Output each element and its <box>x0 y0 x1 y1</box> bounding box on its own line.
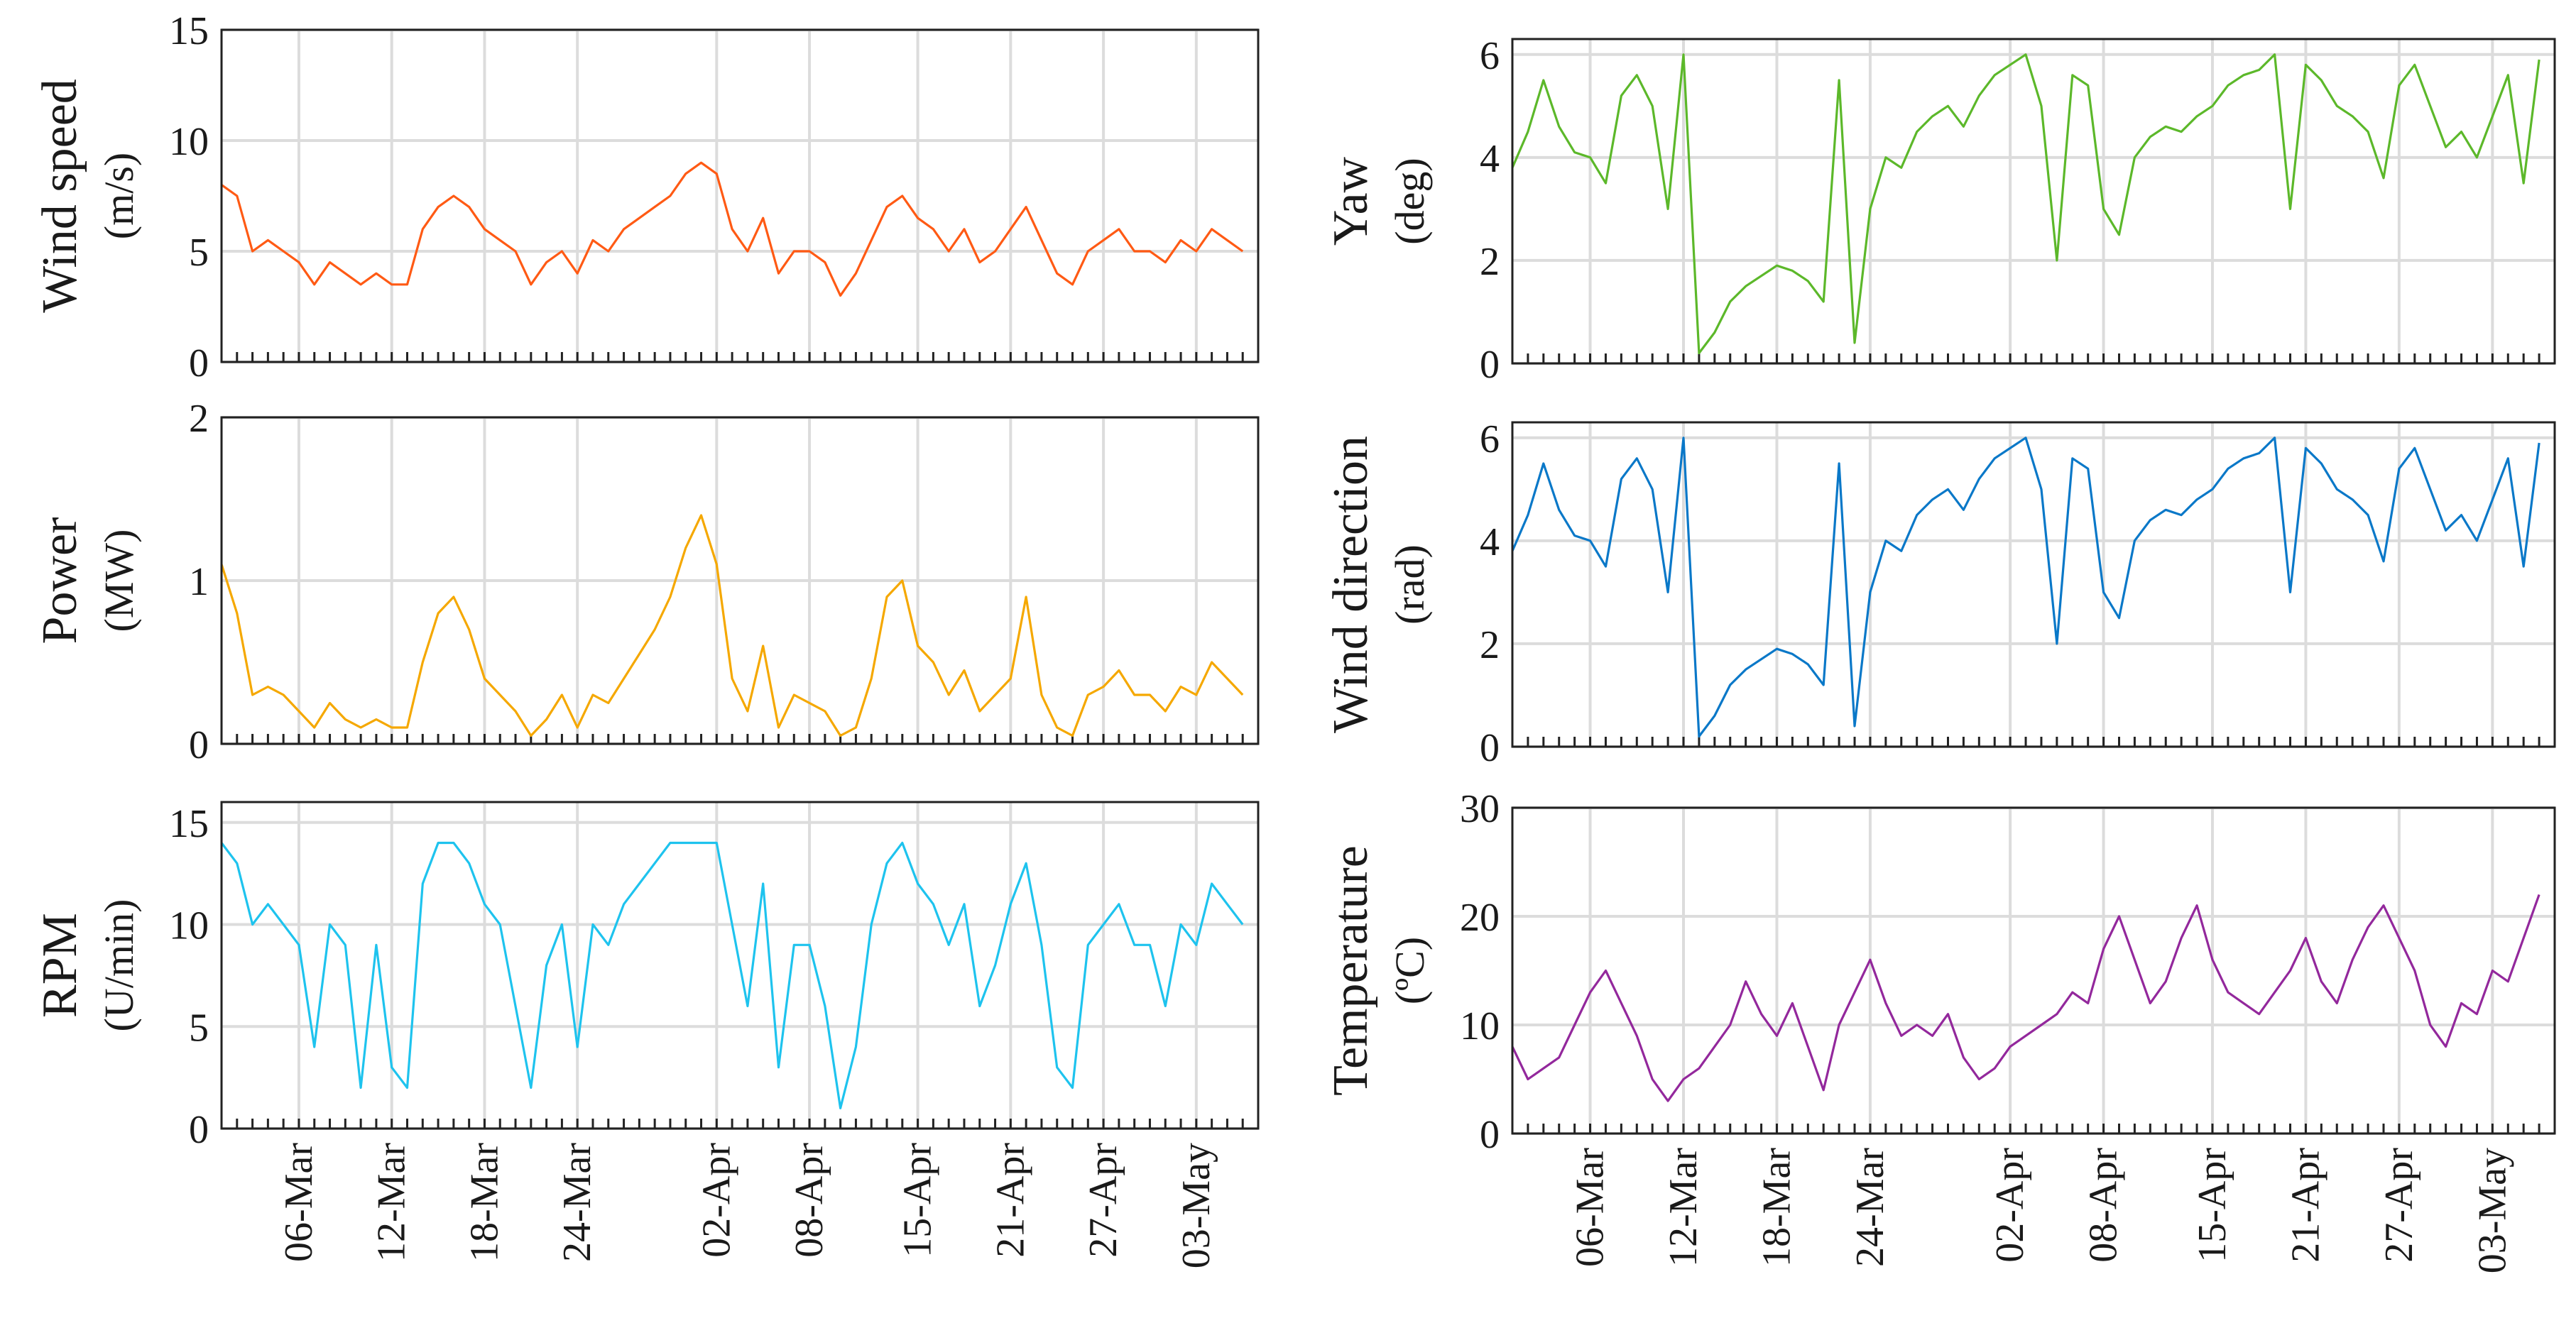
rpm-panel: 0 5 10 15 RPM (U/min) 06-Mar 12-Mar 18-Mar 24-Mar… <box>33 801 1260 1268</box>
y-tick-label: 6 <box>1480 34 1500 78</box>
y-tick-label: 5 <box>189 1006 209 1050</box>
y-tick-label: 0 <box>189 341 209 385</box>
y-tick-label: 5 <box>189 231 209 275</box>
y-axis-label: Power <box>33 517 87 644</box>
yaw-axes-frame <box>1511 38 2556 365</box>
x-tick-label: 18-Mar <box>1754 1148 1799 1267</box>
y-axis-unit: (deg) <box>1387 158 1433 244</box>
y-tick-label: 0 <box>1480 343 1500 387</box>
y-tick-label: 0 <box>189 1108 209 1152</box>
y-tick-label: 6 <box>1480 417 1500 461</box>
y-axis-unit: (MW) <box>96 529 142 632</box>
temperature-panel: 0 10 20 30 Temperature (ºC) 06-Mar 12-Mar 18-Mar… <box>1324 787 2556 1273</box>
y-axis-unit: (m/s) <box>96 153 142 239</box>
x-tick-label: 18-Mar <box>462 1143 506 1262</box>
y-tick-label: 0 <box>1480 726 1500 770</box>
y-tick-label: 0 <box>189 723 209 767</box>
y-axis-label: Wind speed <box>33 79 87 313</box>
yaw-series-line <box>1511 53 2540 355</box>
x-tick-label: 03-May <box>2470 1148 2514 1273</box>
y-axis-label: RPM <box>33 913 87 1018</box>
x-tick-label: 12-Mar <box>370 1143 414 1262</box>
power-series-line <box>220 514 1244 737</box>
y-axis-unit: (ºC) <box>1387 937 1433 1004</box>
y-tick-label: 10 <box>169 120 209 164</box>
x-tick-label: 06-Mar <box>1568 1148 1612 1267</box>
x-tick-label: 27-Apr <box>2377 1148 2421 1263</box>
x-tick-label: 27-Apr <box>1081 1143 1125 1258</box>
power-axes-frame <box>220 416 1260 745</box>
y-axis-label: Temperature <box>1324 845 1378 1096</box>
y-tick-label: 0 <box>1480 1113 1500 1157</box>
temperature-series-line <box>1511 894 2540 1102</box>
y-tick-label: 2 <box>1480 240 1500 284</box>
rpm-axes-frame <box>220 801 1260 1130</box>
x-tick-label: 02-Apr <box>694 1143 738 1258</box>
y-axis-unit: (U/min) <box>96 899 142 1032</box>
y-tick-label: 4 <box>1480 137 1500 181</box>
x-tick-label: 12-Mar <box>1661 1148 1705 1267</box>
y-tick-label: 10 <box>1460 1004 1500 1048</box>
y-tick-label: 10 <box>169 904 209 948</box>
wind-direction-axes-frame <box>1511 421 2556 748</box>
y-tick-label: 2 <box>1480 623 1500 667</box>
x-tick-label: 08-Apr <box>2082 1148 2126 1263</box>
x-tick-label: 08-Apr <box>787 1143 831 1258</box>
wind-direction-series-line <box>1511 437 2540 738</box>
x-tick-label: 21-Apr <box>988 1143 1032 1258</box>
wind-speed-axes-frame <box>220 28 1260 363</box>
wind-speed-series-line <box>221 161 1244 297</box>
y-tick-label: 15 <box>169 9 209 53</box>
y-tick-label: 1 <box>189 560 209 604</box>
x-tick-label: 21-Apr <box>2283 1148 2327 1263</box>
y-tick-label: 20 <box>1460 896 1500 940</box>
y-tick-label: 4 <box>1480 520 1500 564</box>
y-tick-label: 15 <box>169 802 209 846</box>
y-axis-label: Wind direction <box>1324 436 1378 733</box>
y-tick-label: 2 <box>189 397 209 441</box>
yaw-panel: 0 2 4 6 Yaw (deg) <box>1324 34 2556 387</box>
x-tick-label: 03-May <box>1174 1143 1218 1268</box>
wind-speed-panel: 0 5 10 15 Wind speed (m/s) <box>33 9 1260 385</box>
x-tick-label: 06-Mar <box>277 1143 321 1262</box>
x-tick-label: 24-Mar <box>1848 1148 1892 1267</box>
x-tick-label: 24-Mar <box>555 1143 599 1262</box>
x-tick-label: 15-Apr <box>896 1143 940 1258</box>
y-axis-unit: (rad) <box>1387 544 1433 625</box>
temperature-axes-frame <box>1511 806 2556 1135</box>
y-axis-label: Yaw <box>1324 156 1378 246</box>
x-tick-label: 02-Apr <box>1988 1148 2032 1263</box>
y-tick-label: 30 <box>1460 787 1500 831</box>
x-tick-label: 15-Apr <box>2190 1148 2234 1263</box>
power-panel: 0 1 2 Power (MW) <box>33 397 1260 767</box>
rpm-series-line <box>220 841 1244 1109</box>
wind-direction-panel: 0 2 4 6 Wind direction (rad) <box>1324 417 2556 770</box>
